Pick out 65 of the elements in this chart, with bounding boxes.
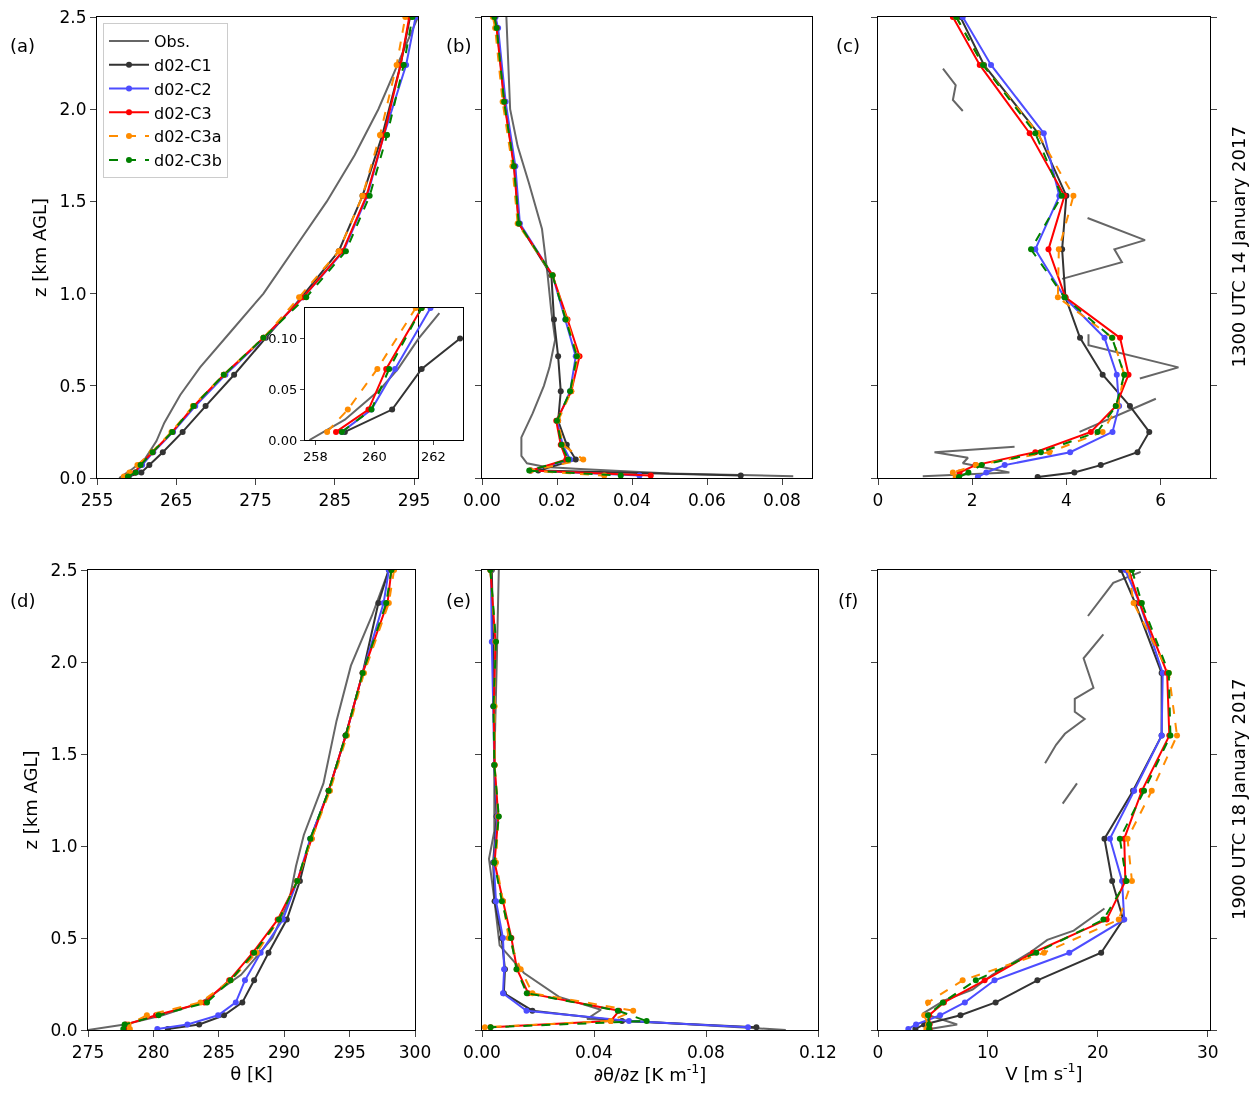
y-tick-label: 2.5: [59, 6, 87, 27]
y-tick-label: 1.0: [50, 835, 78, 856]
x-tick-label: 0: [872, 489, 884, 510]
text: (f): [838, 590, 859, 611]
text: (c): [836, 35, 860, 56]
y-tick-label: 1.5: [50, 743, 78, 764]
x-tick-label: 2: [966, 489, 978, 510]
x-tick-label: 258: [302, 448, 328, 464]
x-tick-label: 20: [1087, 1041, 1109, 1062]
y-tick-label: 0.0: [59, 467, 87, 488]
y-tick-label: 0.0: [50, 1019, 78, 1040]
x-tick-label: 0: [872, 1041, 884, 1062]
text: (b): [446, 35, 472, 56]
y-tick-label: 2.5: [50, 559, 78, 580]
x-tick-label: 262: [421, 448, 446, 464]
x-axis-title: θ [K]: [230, 1062, 273, 1084]
x-tick-label: 0.08: [763, 489, 801, 510]
legend-label: d02-C3: [154, 103, 212, 123]
y-tick-label: 0.00: [268, 432, 298, 448]
x-tick-label: 290: [267, 1041, 301, 1062]
x-tick-label: 4: [1060, 489, 1072, 510]
text: 1300 UTC 14 January 2017: [1227, 126, 1249, 368]
x-tick-label: 285: [318, 489, 352, 510]
legend-label: d02-C2: [154, 79, 212, 99]
x-tick-label: 295: [397, 489, 431, 510]
y-tick-label: 1.5: [59, 191, 87, 212]
y-tick-label: 2.0: [50, 651, 78, 672]
x-tick-label: 300: [398, 1041, 432, 1062]
x-axis-title: V [m s$^{-1}$]: [1005, 1060, 1083, 1084]
x-tick-label: 295: [333, 1041, 366, 1062]
text: (a): [10, 35, 36, 56]
legend-label: d02-C1: [154, 55, 212, 75]
x-tick-label: 0.04: [613, 489, 651, 510]
x-tick-label: 0.04: [575, 1041, 613, 1062]
x-tick-label: 0.02: [538, 489, 576, 510]
y-axis-title: z [km AGL]: [28, 198, 50, 297]
x-axis-title: ∂θ/∂z [K m$^{-1}$]: [593, 1061, 707, 1086]
y-tick-label: 1.0: [59, 283, 87, 304]
x-tick-label: 0.12: [799, 1041, 837, 1062]
x-tick-label: 255: [80, 489, 114, 510]
text: 1900 UTC 18 January 2017: [1228, 678, 1249, 920]
x-tick-label: 275: [71, 1041, 105, 1062]
x-tick-label: 0.06: [688, 489, 726, 510]
x-tick-label: 275: [239, 489, 272, 510]
y-tick-label: 0.10: [268, 331, 298, 347]
y-axis-title: z [km AGL]: [19, 750, 41, 850]
x-tick-label: 265: [160, 489, 193, 510]
x-tick-label: 6: [1155, 489, 1166, 510]
y-tick-label: 0.5: [50, 927, 78, 948]
x-tick-label: 30: [1196, 1041, 1219, 1062]
y-tick-label: 2.0: [59, 99, 87, 120]
x-tick-label: 0.00: [463, 1041, 501, 1062]
x-tick-label: 0.08: [687, 1041, 725, 1062]
x-tick-label: 0.00: [463, 489, 501, 510]
x-tick-label: 260: [361, 448, 387, 464]
x-tick-label: 10: [977, 1041, 999, 1062]
text: (d): [10, 590, 36, 611]
y-tick-label: 0.5: [59, 375, 87, 396]
x-tick-label: 285: [202, 1041, 236, 1062]
x-tick-label: 280: [137, 1041, 170, 1062]
legend-label: d02-C3b: [154, 151, 222, 171]
text: (e): [446, 590, 472, 611]
legend-label: d02-C3a: [154, 127, 222, 147]
legend-label: Obs.: [154, 32, 191, 52]
y-tick-label: 0.05: [268, 381, 298, 397]
